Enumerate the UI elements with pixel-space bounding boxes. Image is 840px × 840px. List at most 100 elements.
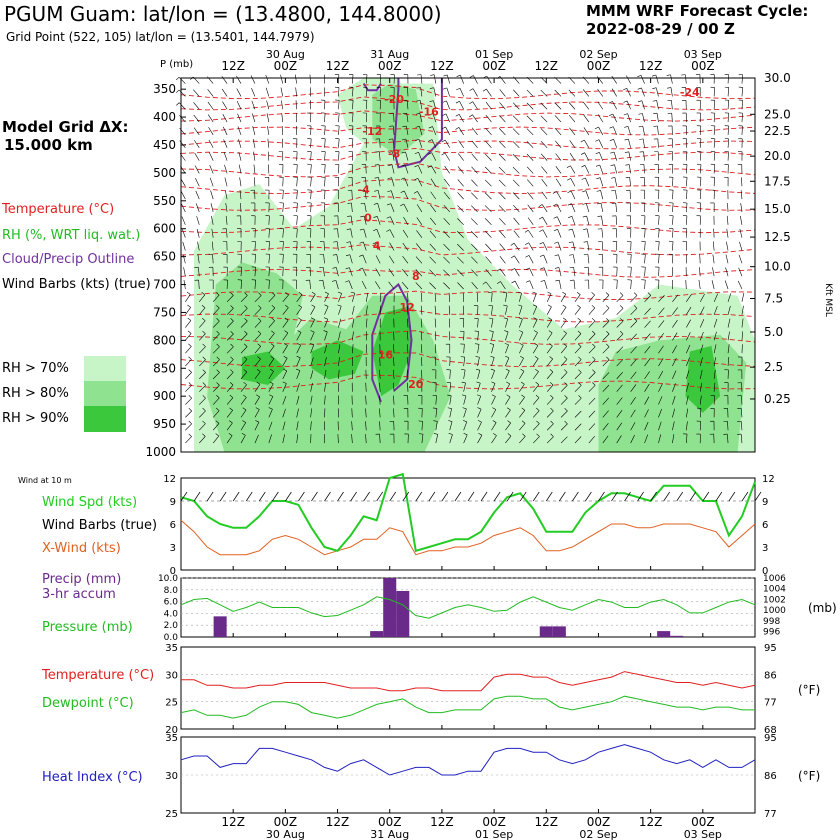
wind-barb [337,215,339,225]
wind-barb [182,229,186,238]
wind-barb [392,369,395,379]
wind-barb [512,141,520,148]
wind-barb [570,178,576,187]
wind-barb [560,385,568,392]
wind-barb [388,268,395,277]
temp-tick-label-left: 20 [165,725,178,736]
wind-barb-flag [482,281,487,285]
wind-barb [238,151,242,161]
wind-barb [351,421,353,431]
wind-barb [498,192,506,200]
wind-barb [727,113,730,123]
wind-barb [644,383,650,392]
time-tick-label-top: 00Z [378,59,402,73]
wind-barb [463,357,466,367]
wind-barb [713,228,715,238]
temp-tick-label-left: 25 [165,698,178,709]
wind-barb-flag [271,292,276,296]
wind-barb [485,281,492,290]
wind-barb-flag [606,343,610,348]
pressure-axis-title: P (mb) [160,59,193,70]
temp-unit-label: (°F) [798,683,820,697]
wind-barb [712,254,715,264]
isotherm-line [180,126,756,136]
wind-barb-flag [401,151,406,154]
wind-barb [546,319,553,328]
wind-barb [527,217,534,225]
wind-barb [268,241,270,251]
wind-barb [196,228,200,238]
wind-barb [541,166,548,174]
wind-barb [738,267,743,277]
wind-barb [324,369,327,379]
wind-barb [528,242,534,251]
wind-barb [207,114,214,123]
wind-barb [282,215,284,225]
wind-barb [240,202,242,212]
wind-barb-flag [296,368,300,371]
wind-barb-flag [309,343,314,346]
wind-tick-label-right: 9 [762,497,768,508]
wind-tick-label-left: 6 [170,520,176,531]
wind-barb [212,307,220,315]
wind-barb [713,151,716,161]
wind-barb [251,88,256,97]
wind-barb [338,113,340,123]
wind-barb [429,282,437,290]
wind-barb-flag [271,330,275,334]
wind-barb [199,385,206,392]
wind-barb-flag [477,407,482,410]
wind-barb-flag [563,356,568,360]
wind-barb [699,267,701,277]
wind-barb [457,205,464,213]
wind-barb [433,74,437,84]
wind-barb [540,89,548,97]
heat-index-series [180,744,756,776]
wind-barb [209,152,214,161]
wind-barb [337,434,339,444]
wind-barb-flag [456,74,461,77]
pressure-tick-label: 750 [153,305,176,319]
wind-barb-flag [525,255,530,258]
wind-barb [491,409,497,418]
wind-barb [498,179,506,187]
wind-barb [212,397,220,405]
wind-barb-flag [373,203,378,205]
wind-barb-flag [270,368,274,372]
wind-barb [449,395,452,405]
wind-barb [499,102,506,110]
wind-barb [738,254,743,264]
wind-barb [585,203,590,213]
wind-barb-flag [372,242,377,245]
wind-barb [471,205,478,213]
wind-barb [611,75,617,84]
wind-barb-flag [540,267,545,270]
wind-barb-flag [518,317,523,320]
time-tick-label-bottom: 12Z [430,815,454,829]
wind-barb [377,190,381,200]
wind-barb-flag [256,394,260,398]
wind-barb-flag [507,420,511,424]
wind-barb [686,306,692,315]
wind-barb-flag [592,330,596,335]
wind-barb [500,281,506,290]
wind-barb-flag [215,420,220,424]
wind-barb [296,177,298,187]
wind-barb-flag [638,113,643,115]
wind-barb [457,179,464,187]
wind-barb-flag [580,152,585,155]
heat-tick-label-left: 25 [165,809,178,820]
wind-barb [310,294,316,303]
wind-barb [554,102,562,110]
wind-barb [587,267,590,277]
wind-barb-flag [510,242,515,246]
wind-barb [458,127,464,136]
wind-barb [471,243,478,251]
wind-barb-flag [374,190,379,192]
wind-barb-flag [361,189,366,192]
wind-barb [671,100,673,110]
wind-barb [310,215,312,225]
wind-barb [376,216,381,225]
wind-barb-flag [504,343,509,346]
wind-barb [463,421,468,431]
